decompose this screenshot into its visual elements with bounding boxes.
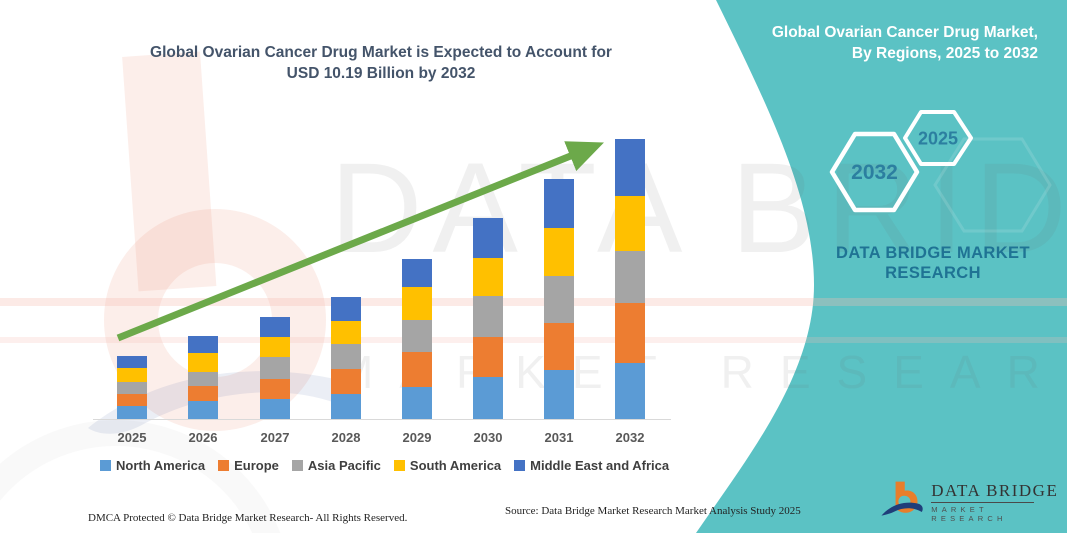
bar-segment-asia-pacific-2031 — [544, 276, 574, 324]
bar-segment-north-america-2029 — [402, 387, 432, 419]
bar-segment-europe-2032 — [615, 303, 645, 363]
bar-segment-middle-east-and-africa-2028 — [331, 296, 361, 321]
legend-label: Europe — [234, 458, 279, 473]
side-panel-heading-line1: Global Ovarian Cancer Drug Market, — [771, 24, 1038, 41]
bar-segment-asia-pacific-2032 — [615, 251, 645, 304]
bar-segment-asia-pacific-2030 — [473, 295, 503, 337]
databridge-logo-mark-icon — [881, 481, 923, 516]
bar-segment-north-america-2030 — [473, 376, 503, 419]
x-tick-label-2032: 2032 — [615, 430, 645, 445]
bar-segment-middle-east-and-africa-2027 — [260, 316, 290, 337]
x-axis-line — [93, 419, 671, 420]
legend-item-north-america: North America — [100, 458, 205, 473]
bar-segment-north-america-2026 — [188, 401, 218, 419]
bar-segment-middle-east-and-africa-2025 — [117, 355, 147, 368]
bar-segment-north-america-2025 — [117, 406, 147, 419]
legend-swatch-icon — [514, 460, 526, 471]
databridge-logo: DATA BRIDGE MARKET RESEARCH — [880, 476, 1067, 524]
bar-segment-asia-pacific-2027 — [260, 356, 290, 379]
x-tick-label-2029: 2029 — [402, 430, 432, 445]
bar-segment-asia-pacific-2029 — [402, 320, 432, 353]
chart-title-line1: Global Ovarian Cancer Drug Market is Exp… — [150, 44, 612, 61]
footer-dmca-text: DMCA Protected © Data Bridge Market Rese… — [88, 512, 408, 524]
bar-segment-europe-2031 — [544, 323, 574, 371]
bar-segment-south-america-2031 — [544, 228, 574, 277]
bar-segment-middle-east-and-africa-2032 — [615, 139, 645, 197]
bar-segment-asia-pacific-2026 — [188, 372, 218, 386]
legend-swatch-icon — [393, 460, 405, 471]
x-tick-label-2030: 2030 — [473, 430, 503, 445]
bar-segment-south-america-2032 — [615, 196, 645, 252]
x-tick-label-2026: 2026 — [188, 430, 218, 445]
legend-swatch-icon — [291, 460, 303, 471]
bar-segment-europe-2027 — [260, 378, 290, 399]
legend-swatch-icon — [100, 460, 111, 471]
bar-segment-south-america-2029 — [402, 287, 432, 321]
chart-legend: North America Europe Asia Pacific South Ame… — [100, 458, 669, 473]
x-tick-label-2025: 2025 — [117, 430, 147, 445]
bar-segment-middle-east-and-africa-2031 — [544, 179, 574, 229]
legend-item-europe: Europe — [218, 458, 279, 473]
legend-item-south-america: South America — [393, 458, 502, 473]
side-panel-heading: Global Ovarian Cancer Drug Market, By Re… — [720, 22, 1038, 64]
bar-segment-north-america-2032 — [615, 362, 645, 419]
brand-text-line2: RESEARCH — [885, 264, 981, 282]
bar-segment-europe-2025 — [117, 393, 147, 407]
bar-segment-south-america-2028 — [331, 320, 361, 344]
brand-text: DATA BRIDGE MARKET RESEARCH — [820, 243, 1046, 283]
chart-title-line2: USD 10.19 Billion by 2032 — [286, 65, 476, 82]
bar-segment-europe-2029 — [402, 352, 432, 388]
bar-segment-middle-east-and-africa-2029 — [402, 259, 432, 288]
logo-subtitle: MARKET RESEARCH — [931, 505, 1007, 523]
legend-item-middle-east-and-africa: Middle East and Africa — [514, 458, 669, 473]
legend-label: Asia Pacific — [307, 458, 381, 473]
side-panel-heading-line2: By Regions, 2025 to 2032 — [851, 45, 1038, 62]
logo-divider — [931, 502, 1035, 503]
bar-segment-middle-east-and-africa-2030 — [473, 217, 503, 258]
chart-title: Global Ovarian Cancer Drug Market is Exp… — [75, 42, 687, 84]
bar-segment-europe-2028 — [331, 368, 361, 394]
brand-text-line1: DATA BRIDGE MARKET — [836, 244, 1030, 262]
bar-segment-south-america-2026 — [188, 353, 218, 372]
x-tick-label-2027: 2027 — [260, 430, 290, 445]
x-tick-label-2028: 2028 — [331, 430, 361, 445]
bar-segment-north-america-2031 — [544, 370, 574, 419]
bar-segment-south-america-2025 — [117, 367, 147, 382]
bar-segment-south-america-2030 — [473, 257, 503, 296]
bar-segment-europe-2026 — [188, 386, 218, 402]
bar-segment-europe-2030 — [473, 336, 503, 377]
bar-segment-asia-pacific-2028 — [331, 343, 361, 369]
footer-source-text: Source: Data Bridge Market Research Mark… — [505, 505, 801, 517]
bar-segment-north-america-2027 — [260, 398, 290, 419]
legend-label: North America — [116, 458, 206, 473]
legend-swatch-icon — [218, 460, 230, 471]
legend-label: Middle East and Africa — [530, 458, 670, 473]
logo-name: DATA BRIDGE — [931, 481, 1059, 500]
bar-segment-north-america-2028 — [331, 393, 361, 419]
legend-label: South America — [409, 458, 502, 473]
bar-segment-asia-pacific-2025 — [117, 381, 147, 394]
x-tick-label-2031: 2031 — [544, 430, 574, 445]
bar-segment-south-america-2027 — [260, 336, 290, 357]
bar-segment-middle-east-and-africa-2026 — [188, 336, 218, 354]
databridge-logo-text: DATA BRIDGE MARKET RESEARCH — [931, 476, 1067, 523]
legend-item-asia-pacific: Asia Pacific — [291, 458, 381, 473]
